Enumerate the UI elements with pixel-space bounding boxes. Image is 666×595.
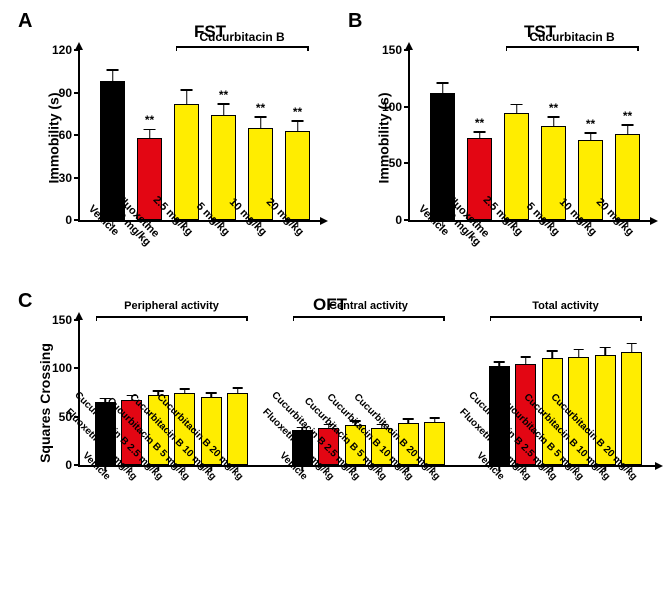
panel-c-label: C [18, 290, 32, 313]
panel-a-label: A [18, 10, 32, 33]
significance-marker: ** [549, 101, 558, 115]
panel-b-label: B [348, 10, 362, 33]
ytick-label: 50 [389, 156, 402, 170]
bar [621, 352, 642, 465]
panel-c-chart: 050100150VehicleFluoxetine 20 mg/kgCucur… [78, 320, 655, 467]
bracket-label: Cucurbitacin B [199, 30, 284, 44]
bar [615, 134, 641, 220]
significance-marker: ** [145, 113, 154, 127]
ytick-label: 150 [382, 43, 402, 57]
significance-marker: ** [293, 105, 302, 119]
ytick-label: 0 [65, 213, 72, 227]
bar [285, 131, 311, 220]
ytick-label: 100 [382, 100, 402, 114]
ytick-label: 0 [395, 213, 402, 227]
bar [227, 393, 248, 466]
significance-marker: ** [219, 88, 228, 102]
ytick-label: 30 [59, 171, 72, 185]
bracket-label: Peripheral activity [124, 300, 219, 312]
significance-marker: ** [475, 116, 484, 130]
significance-marker: ** [623, 109, 632, 123]
ytick-label: 120 [52, 43, 72, 57]
panel-b-chart: 050100150Vehicle**Fluoxetine20 mg/kg2.5 … [408, 50, 650, 222]
bar [174, 104, 200, 220]
bracket-label: Central activity [329, 300, 408, 312]
ytick-label: 60 [59, 128, 72, 142]
bar [424, 422, 445, 465]
bracket-label: Cucurbitacin B [529, 30, 614, 44]
panel-c-ylabel: Squares Crossing [37, 343, 53, 463]
ytick-label: 100 [52, 361, 72, 375]
significance-marker: ** [586, 117, 595, 131]
ytick-label: 0 [65, 458, 72, 472]
ytick-label: 90 [59, 86, 72, 100]
bar [504, 113, 530, 220]
ytick-label: 150 [52, 313, 72, 327]
panel-a-chart: 0306090120Vehicle**Fluoxetine20 mg/kg2.5… [78, 50, 320, 222]
significance-marker: ** [256, 101, 265, 115]
bracket-label: Total activity [532, 300, 598, 312]
